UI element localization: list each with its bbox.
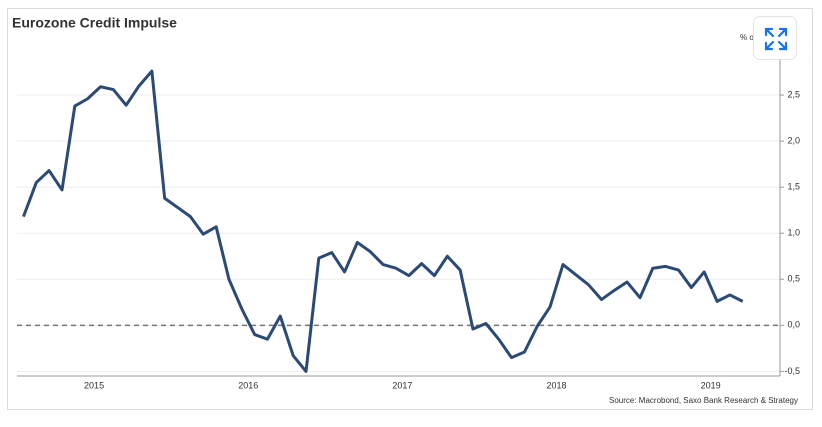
x-tick-label: 2016 [238, 380, 258, 390]
chart-frame [7, 8, 813, 410]
x-tick-label: 2018 [546, 380, 566, 390]
y-tick-label: 2,5 [787, 89, 800, 99]
chart-title: Eurozone Credit Impulse [12, 15, 177, 31]
x-tick-label: 2017 [392, 380, 412, 390]
x-tick-label: 2015 [84, 380, 104, 390]
y-tick-label: -0,5 [784, 366, 800, 376]
y-tick-label: 1,5 [787, 182, 800, 192]
x-tick-label: 2019 [701, 380, 721, 390]
y-tick-label: 1,0 [787, 228, 800, 238]
source-note: Source: Macrobond, Saxo Bank Research & … [609, 396, 798, 405]
expand-icon [764, 27, 788, 51]
y-tick-label: 0,0 [787, 320, 800, 330]
data-line [22, 69, 744, 373]
y-tick-label: 0,5 [787, 274, 800, 284]
y-tick-label: 2,0 [787, 135, 800, 145]
expand-button[interactable] [753, 16, 797, 60]
